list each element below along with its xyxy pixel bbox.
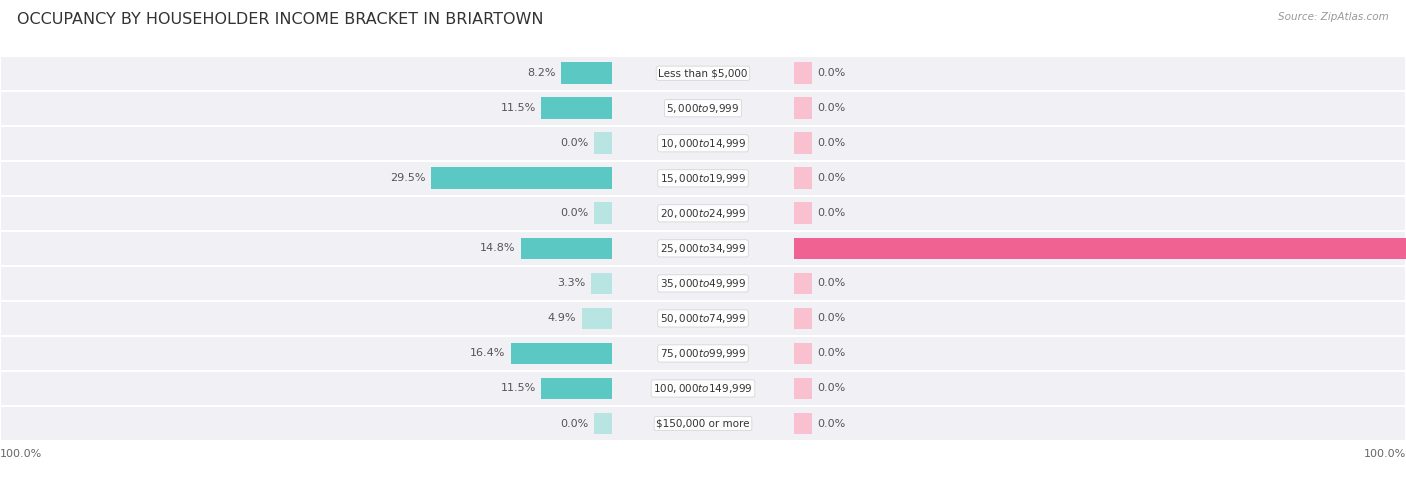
Bar (0, 406, 1406, 441)
Text: 100.0%: 100.0% (1364, 449, 1406, 459)
Text: 8.2%: 8.2% (527, 68, 555, 78)
Bar (794, 238, 1406, 259)
Bar (794, 97, 813, 119)
Text: 29.5%: 29.5% (389, 173, 426, 183)
Text: $100,000 to $149,999: $100,000 to $149,999 (654, 382, 752, 395)
Text: OCCUPANCY BY HOUSEHOLDER INCOME BRACKET IN BRIARTOWN: OCCUPANCY BY HOUSEHOLDER INCOME BRACKET … (17, 12, 543, 27)
Bar (0, 91, 1406, 126)
Text: $5,000 to $9,999: $5,000 to $9,999 (666, 102, 740, 115)
Text: 14.8%: 14.8% (479, 244, 516, 253)
Bar (0, 126, 1406, 161)
Bar (794, 132, 813, 154)
Text: 0.0%: 0.0% (818, 383, 846, 393)
Text: 0.0%: 0.0% (818, 208, 846, 218)
Text: $20,000 to $24,999: $20,000 to $24,999 (659, 207, 747, 220)
Text: $25,000 to $34,999: $25,000 to $34,999 (659, 242, 747, 255)
Bar (432, 168, 612, 189)
Text: 0.0%: 0.0% (560, 208, 588, 218)
Text: 16.4%: 16.4% (470, 349, 506, 358)
Text: 100.0%: 100.0% (0, 449, 42, 459)
Text: 0.0%: 0.0% (818, 279, 846, 288)
Text: 0.0%: 0.0% (818, 103, 846, 113)
Text: $150,000 or more: $150,000 or more (657, 418, 749, 429)
Text: 0.0%: 0.0% (560, 138, 588, 148)
Bar (593, 132, 612, 154)
Text: $75,000 to $99,999: $75,000 to $99,999 (659, 347, 747, 360)
Bar (794, 342, 813, 364)
Text: $50,000 to $74,999: $50,000 to $74,999 (659, 312, 747, 325)
Bar (582, 308, 612, 329)
Text: Source: ZipAtlas.com: Source: ZipAtlas.com (1278, 12, 1389, 22)
Text: 0.0%: 0.0% (818, 173, 846, 183)
Bar (0, 231, 1406, 266)
Bar (522, 238, 612, 259)
Bar (0, 371, 1406, 406)
Text: 0.0%: 0.0% (818, 349, 846, 358)
Bar (794, 412, 813, 434)
Bar (794, 168, 813, 189)
Text: 0.0%: 0.0% (560, 418, 588, 429)
Bar (541, 377, 612, 399)
Bar (593, 412, 612, 434)
Text: $35,000 to $49,999: $35,000 to $49,999 (659, 277, 747, 290)
Bar (0, 336, 1406, 371)
Bar (541, 97, 612, 119)
Bar (794, 62, 813, 84)
Bar (794, 308, 813, 329)
Bar (593, 203, 612, 224)
Text: 4.9%: 4.9% (547, 314, 576, 323)
Bar (561, 62, 612, 84)
Bar (0, 196, 1406, 231)
Bar (794, 377, 813, 399)
Bar (512, 342, 612, 364)
Text: 0.0%: 0.0% (818, 418, 846, 429)
Bar (794, 273, 813, 294)
Text: 3.3%: 3.3% (558, 279, 586, 288)
Text: $15,000 to $19,999: $15,000 to $19,999 (659, 172, 747, 185)
Bar (0, 301, 1406, 336)
Bar (0, 56, 1406, 91)
Bar (0, 161, 1406, 196)
Text: Less than $5,000: Less than $5,000 (658, 68, 748, 78)
Text: 0.0%: 0.0% (818, 314, 846, 323)
Text: $10,000 to $14,999: $10,000 to $14,999 (659, 137, 747, 150)
Text: 0.0%: 0.0% (818, 68, 846, 78)
Bar (592, 273, 612, 294)
Bar (794, 203, 813, 224)
Text: 0.0%: 0.0% (818, 138, 846, 148)
Text: 11.5%: 11.5% (501, 103, 536, 113)
Text: 11.5%: 11.5% (501, 383, 536, 393)
Bar (0, 266, 1406, 301)
